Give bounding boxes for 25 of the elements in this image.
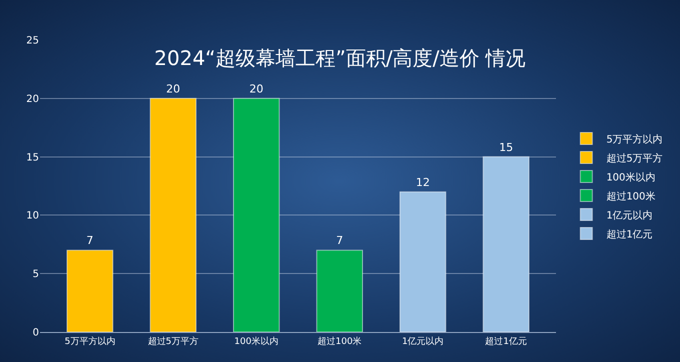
data-label: 7 <box>86 234 94 248</box>
chart-title: 2024“超级幕墙工程”面积/高度/造价 情况 <box>154 46 526 70</box>
x-tick-label: 1亿元以内 <box>402 336 444 347</box>
legend-label: 1亿元以内 <box>606 209 653 222</box>
y-tick-label: 0 <box>32 328 39 338</box>
x-tick-label: 超过100米 <box>318 336 362 347</box>
x-tick-label: 5万平方以内 <box>64 336 116 347</box>
legend-label: 超过100米 <box>606 190 656 202</box>
legend-label: 5万平方以内 <box>606 133 663 146</box>
y-tick-label: 20 <box>26 94 39 105</box>
y-tick-label: 5 <box>32 269 39 280</box>
data-label: 20 <box>249 82 264 96</box>
data-label: 15 <box>499 140 514 154</box>
legend-label: 超过1亿元 <box>606 228 653 240</box>
y-tick-label: 10 <box>26 210 39 222</box>
data-label: 12 <box>416 176 430 189</box>
x-tick-label: 超过5万平方 <box>148 336 199 347</box>
data-label: 7 <box>336 234 344 248</box>
y-tick-label: 25 <box>26 36 39 46</box>
x-tick-label: 超过1亿元 <box>485 336 527 347</box>
data-label: 20 <box>166 82 180 96</box>
legend-label: 100米以内 <box>606 171 656 184</box>
x-tick-label: 100米以内 <box>234 336 278 347</box>
legend-label: 超过5万平方 <box>606 152 663 164</box>
y-tick-label: 15 <box>26 152 39 164</box>
